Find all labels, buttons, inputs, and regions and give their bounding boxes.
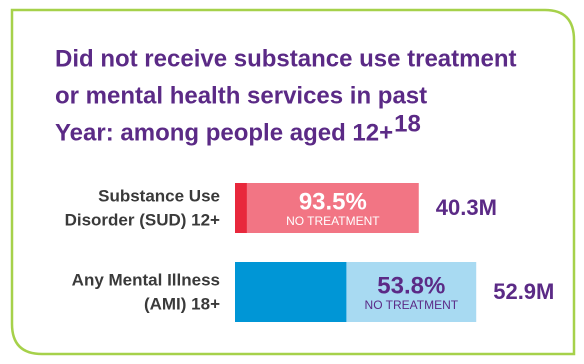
treated-segment <box>235 262 347 322</box>
treated-segment <box>235 183 247 233</box>
category-label: Any Mental Illness <box>72 270 220 289</box>
chart-title: or mental health services in past <box>55 82 427 109</box>
category-label: (AMI) 18+ <box>144 294 220 313</box>
percent-label: 93.5% <box>299 188 367 215</box>
no-treatment-label: NO TREATMENT <box>286 214 380 228</box>
total-label: 40.3M <box>436 195 497 220</box>
chart-title: Year: among people aged 12+ <box>55 119 393 146</box>
total-label: 52.9M <box>493 279 554 304</box>
no-treatment-segment <box>346 262 477 322</box>
no-treatment-label: NO TREATMENT <box>365 298 459 312</box>
category-label: Disorder (SUD) 12+ <box>65 210 220 229</box>
chart-title: Did not receive substance use treatment <box>55 45 516 72</box>
category-label: Substance Use <box>98 186 220 205</box>
no-treatment-segment <box>246 183 419 233</box>
title-footnote: 18 <box>394 110 421 137</box>
percent-label: 53.8% <box>377 272 445 299</box>
